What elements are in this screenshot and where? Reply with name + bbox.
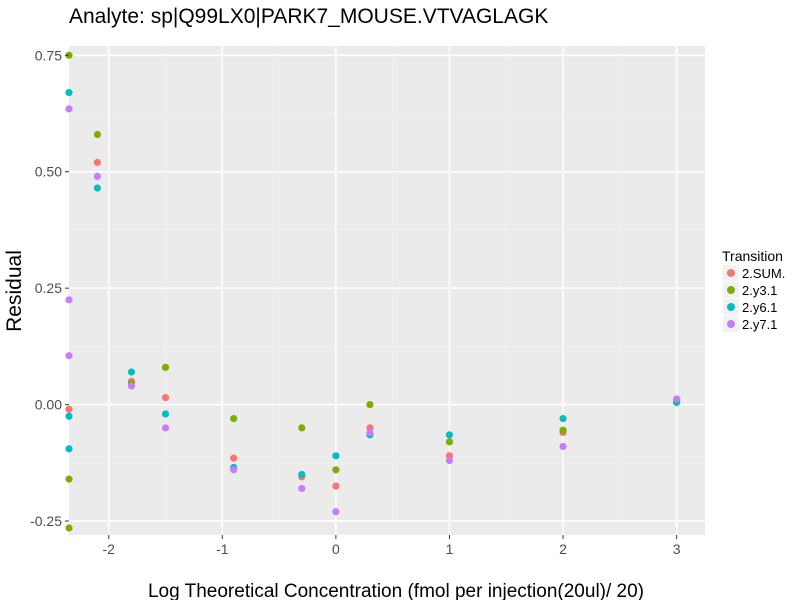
series-2-y7-1 xyxy=(65,105,681,516)
data-point xyxy=(65,296,73,304)
x-tick-label: 0 xyxy=(332,541,340,557)
y-axis-label: Residual xyxy=(3,250,26,332)
legend-swatch xyxy=(727,303,735,311)
data-point xyxy=(332,508,340,516)
plot-panel xyxy=(69,46,705,535)
x-axis: -2 -1 0 1 2 3 xyxy=(103,535,681,557)
data-point xyxy=(332,452,340,460)
data-point xyxy=(230,414,238,423)
data-point xyxy=(65,405,73,413)
x-tick-label: -1 xyxy=(216,541,229,557)
legend-item: 2.SUM. xyxy=(723,265,785,281)
x-tick-label: 1 xyxy=(446,541,454,557)
data-point xyxy=(559,414,567,423)
y-axis: -0.25 0.00 0.25 0.50 0.75 xyxy=(30,47,69,529)
data-point xyxy=(161,410,170,418)
y-tick-label: 0.75 xyxy=(35,47,62,63)
y-tick-label: 0.50 xyxy=(35,164,62,180)
data-point xyxy=(65,412,73,420)
data-point xyxy=(65,105,73,113)
data-point xyxy=(65,352,73,360)
legend-item: 2.y3.1 xyxy=(723,282,777,298)
legend-items: 2.SUM. 2.y3.1 2.y6.1 2.y7.1 xyxy=(723,265,785,332)
data-point xyxy=(445,438,454,446)
data-point xyxy=(93,184,101,192)
x-tick-label: 3 xyxy=(673,541,681,557)
y-tick-label: 0.25 xyxy=(35,280,62,296)
legend-label: 2.y3.1 xyxy=(742,283,777,298)
legend-swatch xyxy=(727,320,735,328)
series-2-y3-1 xyxy=(65,51,681,532)
data-point xyxy=(298,424,306,432)
legend-label: 2.SUM. xyxy=(742,266,785,281)
data-point xyxy=(332,482,340,490)
legend-item: 2.y6.1 xyxy=(723,299,777,315)
data-point xyxy=(93,130,101,139)
legend-label: 2.y6.1 xyxy=(742,300,777,315)
data-point xyxy=(65,475,73,483)
legend-item: 2.y7.1 xyxy=(723,316,777,332)
data-point xyxy=(366,428,374,437)
data-point xyxy=(93,158,101,167)
data-points xyxy=(65,51,681,532)
legend-swatch xyxy=(727,269,735,277)
data-point xyxy=(161,424,170,432)
x-tick-label: 2 xyxy=(559,541,567,557)
data-point xyxy=(298,470,306,479)
data-point xyxy=(366,401,374,409)
data-point xyxy=(298,484,306,493)
legend-label: 2.y7.1 xyxy=(742,317,777,332)
legend: Transition 2.SUM. 2.y3.1 2.y6.1 2.y7.1 xyxy=(722,248,785,332)
y-tick-label: 0.00 xyxy=(35,397,62,413)
data-point xyxy=(445,431,454,439)
data-point xyxy=(161,363,170,371)
data-point xyxy=(161,394,170,402)
data-point xyxy=(673,395,681,403)
data-point xyxy=(65,524,73,532)
legend-swatch xyxy=(727,286,735,294)
data-point xyxy=(230,454,238,462)
data-point xyxy=(559,426,567,434)
data-point xyxy=(559,442,567,451)
legend-title: Transition xyxy=(722,248,783,264)
x-tick-label: -2 xyxy=(103,541,116,557)
data-point xyxy=(93,172,101,180)
x-axis-label: Log Theoretical Concentration (fmol per … xyxy=(148,581,644,600)
chart-title: Analyte: sp|Q99LX0|PARK7_MOUSE.VTVAGLAGK xyxy=(69,5,548,28)
y-tick-label: -0.25 xyxy=(30,513,62,529)
data-point xyxy=(332,466,340,474)
data-point xyxy=(65,88,73,97)
data-point xyxy=(230,466,238,474)
data-point xyxy=(127,382,136,390)
data-point xyxy=(65,445,73,453)
data-point xyxy=(445,456,454,465)
data-point xyxy=(127,368,136,376)
minor-gridlines xyxy=(69,46,705,535)
